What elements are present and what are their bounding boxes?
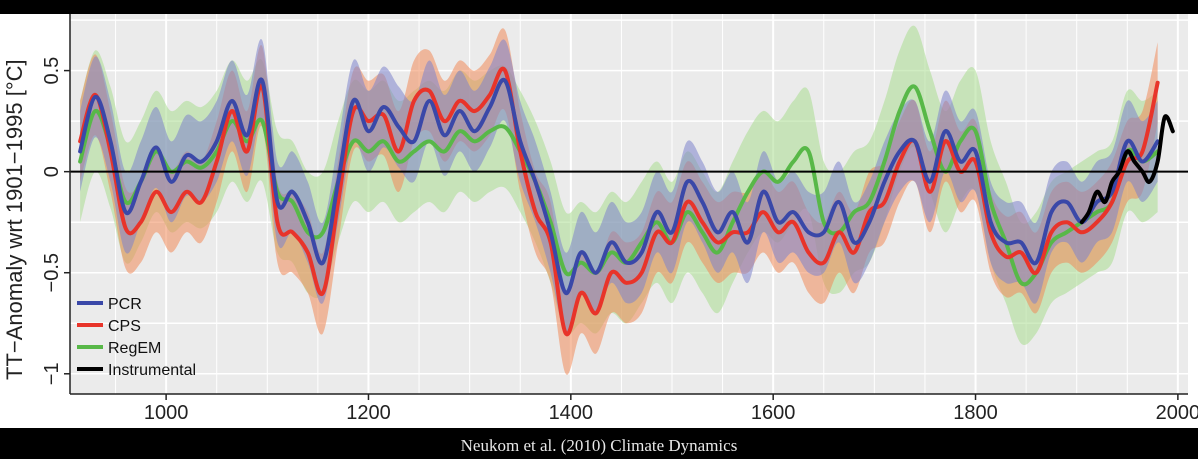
y-tick-label: 0.5 [41, 57, 63, 85]
legend-label-cps: CPS [108, 318, 141, 335]
x-tick-label: 1200 [346, 402, 391, 424]
x-tick-label: 1000 [144, 402, 189, 424]
x-tick-label: 1600 [751, 402, 796, 424]
legend-label-regem: RegEM [108, 340, 161, 357]
y-tick-label: −1 [41, 362, 63, 385]
x-tick-label: 2000 [1156, 402, 1198, 424]
x-tick-label: 1800 [953, 402, 998, 424]
y-axis-label: TT−Anomaly wrt 1901−1995 [°C] [2, 59, 27, 380]
figure-caption: Neukom et al. (2010) Climate Dynamics [460, 436, 738, 455]
legend-label-instrumental: Instrumental [108, 362, 196, 379]
caption-bar [0, 428, 1198, 459]
legend: PCR CPS RegEM Instrumental [77, 296, 196, 379]
top-black-bar [0, 0, 1198, 14]
series-line-cps [78, 66, 1160, 337]
y-tick-label: 0 [41, 166, 63, 177]
x-tick-label: 1400 [549, 402, 594, 424]
series-line-instrumental [1079, 114, 1175, 225]
tick-labels: 1000 1200 1400 1600 1800 2000 −1 −0.5 0 0.5 [41, 57, 1198, 424]
series-lines [78, 66, 1175, 337]
legend-label-pcr: PCR [108, 296, 142, 313]
y-tick-label: −0.5 [41, 253, 63, 292]
series-line-regem [78, 84, 1160, 287]
series-line-pcr [78, 77, 1160, 295]
axes [69, 14, 1188, 395]
